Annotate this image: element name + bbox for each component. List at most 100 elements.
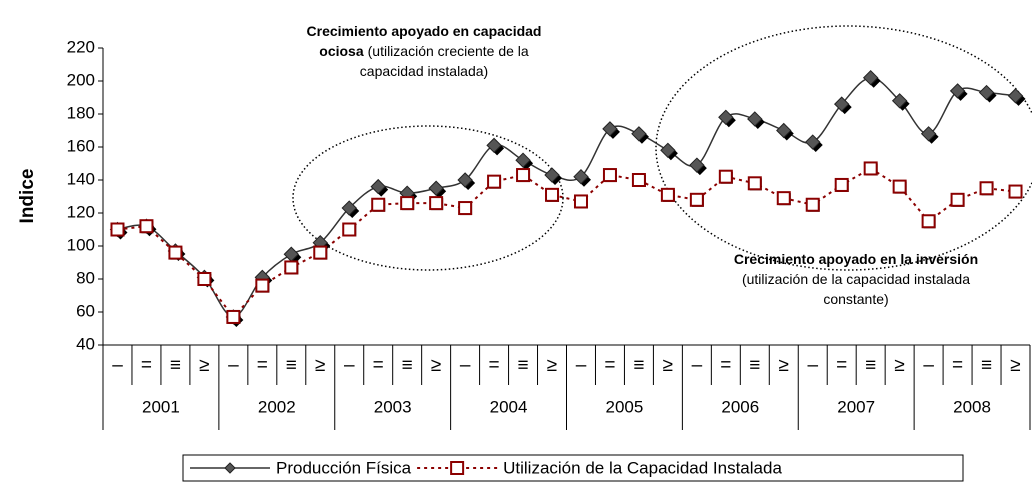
y-tick-label: 80	[76, 268, 95, 287]
y-tick-label: 160	[67, 136, 95, 155]
marker	[949, 83, 966, 99]
marker	[747, 176, 762, 191]
marker	[284, 260, 299, 275]
legend-box	[182, 454, 964, 482]
x-tick-label: –	[460, 355, 471, 376]
legend-marker	[224, 462, 236, 474]
marker	[1008, 184, 1023, 199]
x-tick-label: –	[228, 355, 239, 376]
marker	[168, 245, 183, 260]
marker	[139, 219, 154, 234]
annotation-text: (utilización de la capacidad instalada	[742, 271, 970, 287]
y-tick-label: 140	[67, 169, 95, 188]
year-label: 2007	[837, 397, 875, 416]
x-tick-label: ≡	[402, 355, 413, 376]
annotation-text: constante)	[823, 291, 888, 307]
marker	[544, 167, 560, 183]
y-tick-label: 220	[67, 37, 95, 56]
y-tick-label: 200	[67, 70, 95, 89]
marker	[342, 222, 357, 237]
y-tick-label: 120	[67, 202, 95, 221]
marker	[979, 181, 994, 196]
annotation-bold: ociosa	[319, 43, 364, 59]
annotation-text: (utilización creciente de la	[368, 43, 529, 59]
x-tick-label: =	[604, 355, 615, 376]
legend-item: Utilización de la Capacidad Instalada	[417, 458, 782, 477]
annotation-ellipse	[292, 125, 564, 271]
marker	[689, 157, 705, 173]
x-tick-label: ≡	[518, 355, 529, 376]
x-tick-label: ≡	[286, 355, 297, 376]
x-tick-label: –	[112, 355, 123, 376]
marker	[776, 191, 791, 206]
annotation: Crecimiento apoyado en la inversión	[734, 251, 978, 267]
year-label: 2008	[953, 397, 991, 416]
marker	[863, 161, 878, 176]
marker	[602, 168, 617, 183]
marker	[1007, 88, 1024, 104]
x-tick-label: –	[807, 355, 818, 376]
marker	[921, 214, 936, 229]
x-tick-label: ≥	[199, 355, 209, 376]
year-label: 2005	[606, 397, 644, 416]
x-tick-label: ≡	[170, 355, 181, 376]
x-tick-label: –	[344, 355, 355, 376]
marker	[429, 196, 444, 211]
marker	[718, 109, 734, 126]
marker	[950, 192, 965, 207]
x-tick-label: ≥	[779, 355, 789, 376]
x-tick-label: ≡	[865, 355, 876, 376]
x-tick-label: =	[257, 355, 268, 376]
marker	[631, 126, 647, 142]
annotation-bold: Crecimiento apoyado en capacidad	[307, 23, 542, 39]
x-tick-label: =	[952, 355, 963, 376]
marker	[400, 196, 415, 211]
year-label: 2002	[258, 397, 296, 416]
marker	[660, 142, 676, 159]
x-tick-label: ≡	[749, 355, 760, 376]
marker	[458, 201, 473, 216]
y-tick-label: 60	[76, 301, 95, 320]
annotation-bold: Crecimiento apoyado en la inversión	[734, 251, 978, 267]
x-tick-label: ≥	[547, 355, 557, 376]
x-tick-label: –	[692, 355, 703, 376]
annotation: constante)	[823, 291, 888, 307]
annotation-text: capacidad instalada)	[360, 63, 488, 79]
marker	[197, 272, 212, 286]
marker	[689, 192, 704, 207]
marker	[255, 278, 270, 293]
marker	[313, 245, 328, 260]
marker	[834, 177, 849, 192]
annotation: capacidad instalada)	[360, 63, 488, 79]
marker	[862, 69, 879, 86]
x-tick-label: ≥	[894, 355, 904, 376]
marker	[457, 172, 473, 188]
annotation: Crecimiento apoyado en capacidad	[307, 23, 542, 39]
marker	[110, 222, 125, 237]
marker	[602, 121, 618, 137]
legend-marker	[450, 461, 465, 475]
x-tick-label: ≥	[315, 355, 325, 376]
marker	[805, 197, 820, 212]
marker	[573, 194, 588, 209]
marker	[978, 84, 995, 101]
marker	[833, 96, 850, 112]
annotation-ellipse	[655, 25, 1032, 271]
x-tick-label: ≥	[1010, 355, 1020, 376]
legend-item: Producción Física	[190, 458, 412, 477]
x-tick-label: ≡	[981, 355, 992, 376]
x-tick-label: ≥	[663, 355, 673, 376]
legend-label: Utilización de la Capacidad Instalada	[503, 458, 782, 477]
marker	[891, 93, 908, 109]
marker	[573, 168, 589, 185]
marker	[226, 309, 241, 324]
series-markers	[110, 161, 1023, 324]
x-tick-label: =	[836, 355, 847, 376]
marker	[516, 168, 531, 183]
marker	[805, 134, 821, 150]
y-tick-label: 180	[67, 103, 95, 122]
marker	[747, 111, 763, 127]
year-label: 2003	[374, 397, 412, 416]
marker	[718, 169, 733, 184]
